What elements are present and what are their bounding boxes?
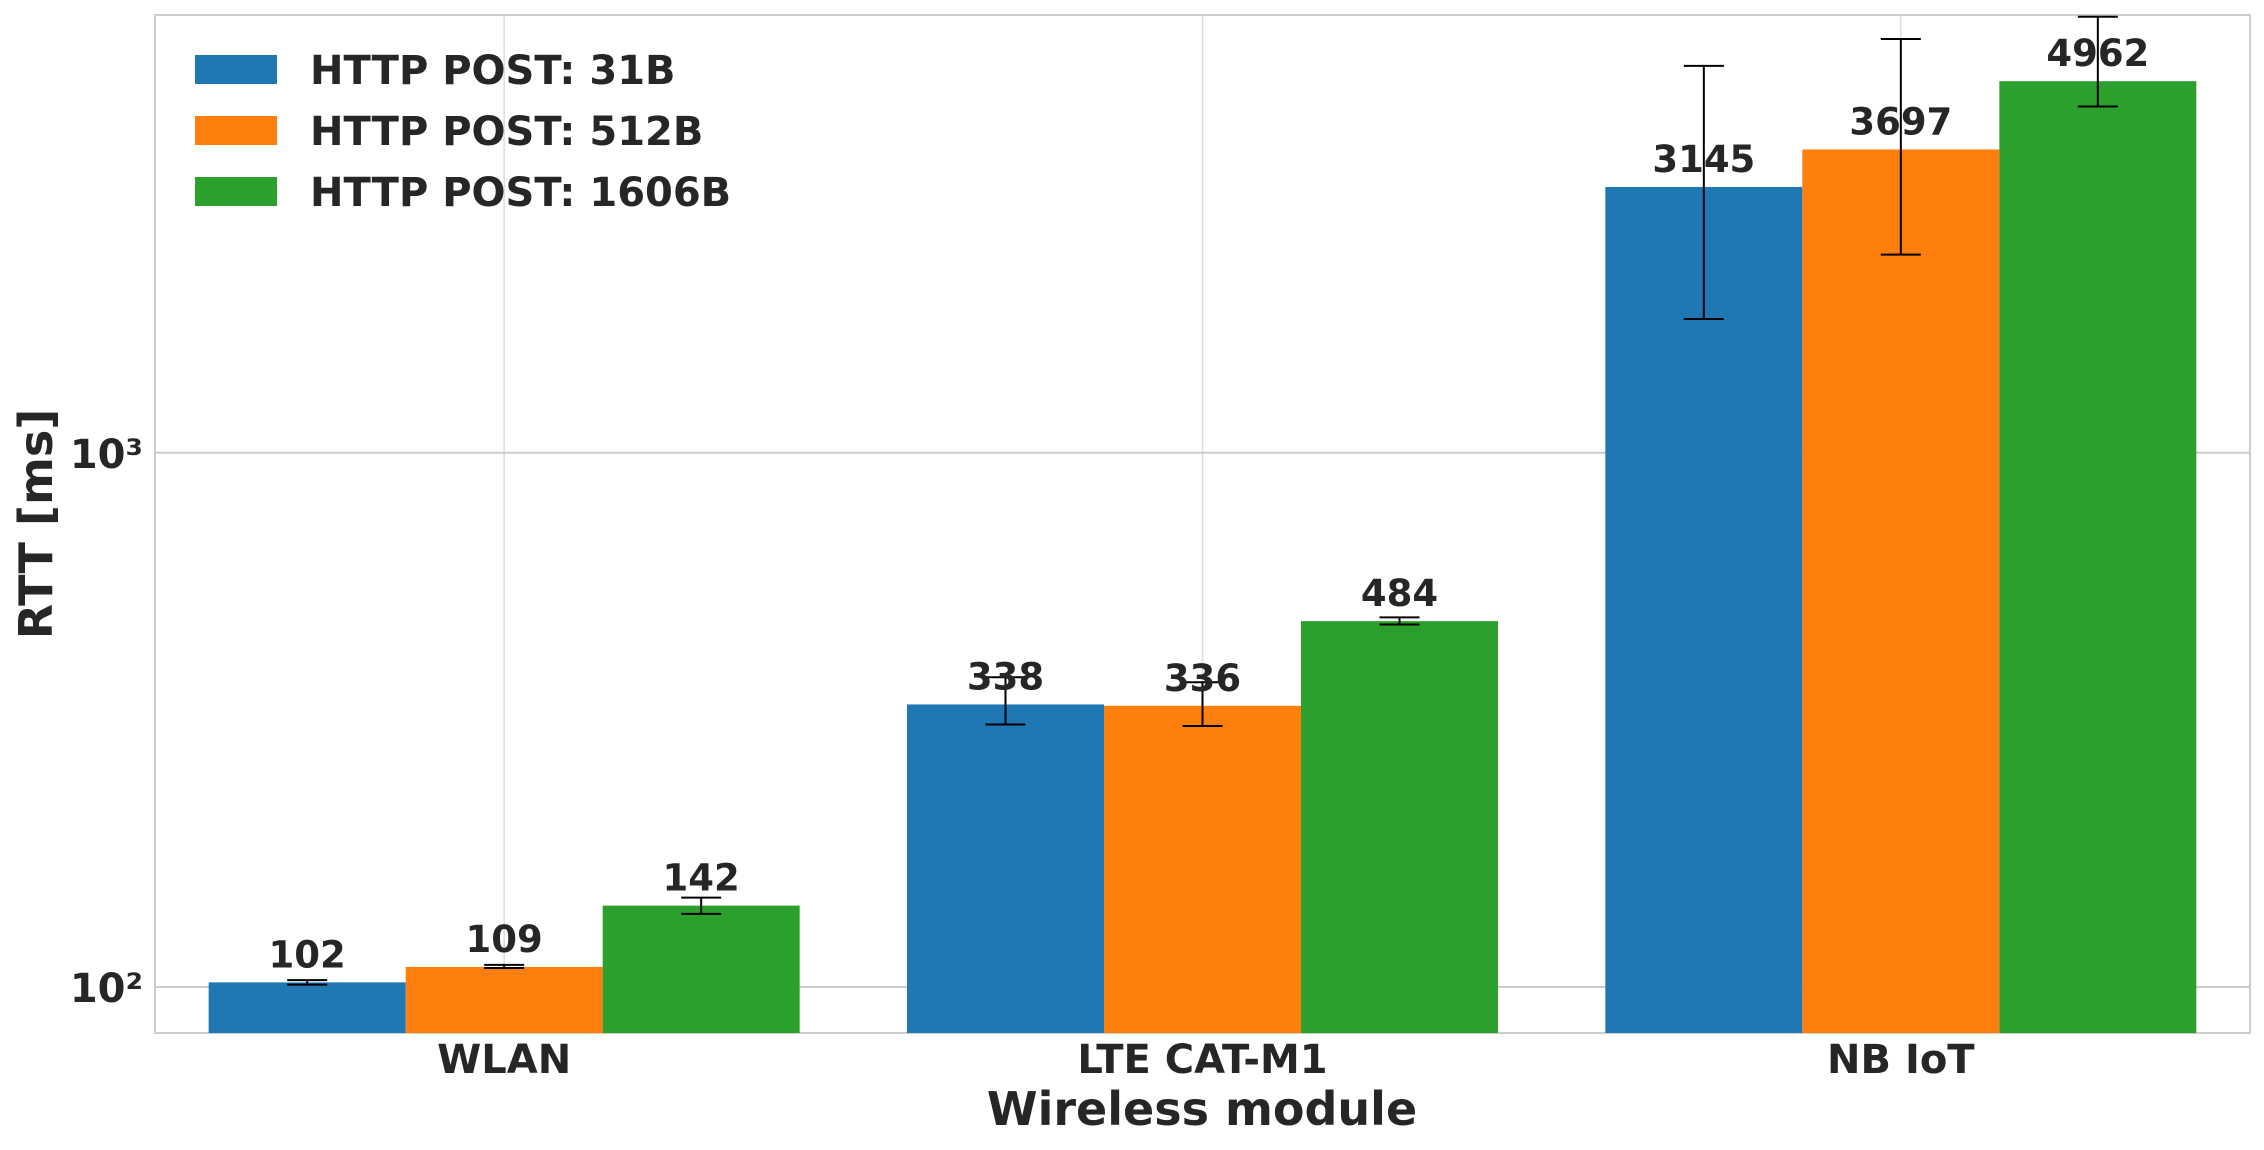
bar <box>1104 705 1301 1033</box>
tick-labels-group: WLAN LTE CAT-M1 NB IoT 10² 10³ <box>70 432 1976 1083</box>
bar <box>1999 81 2197 1034</box>
bar <box>1802 149 2000 1034</box>
data-label: 3145 <box>1652 138 1755 181</box>
y-axis-label: RTT [ms] <box>9 409 63 640</box>
legend: HTTP POST: 31B HTTP POST: 512B HTTP POST: … <box>195 48 731 216</box>
y-tick-label: 10³ <box>70 432 143 478</box>
data-label: 142 <box>663 857 740 900</box>
bar <box>1605 186 1803 1034</box>
y-tick-label: 10² <box>70 966 143 1012</box>
bar <box>602 905 800 1033</box>
error-bars-group <box>287 15 2118 986</box>
data-label: 484 <box>1361 572 1438 615</box>
bar <box>907 704 1104 1033</box>
legend-label: HTTP POST: 1606B <box>310 170 731 216</box>
legend-label: HTTP POST: 31B <box>310 48 676 94</box>
x-tick-label: LTE CAT-M1 <box>1077 1037 1327 1083</box>
legend-label: HTTP POST: 512B <box>310 109 703 155</box>
bar <box>405 966 603 1033</box>
data-label: 338 <box>967 655 1044 698</box>
bar <box>208 982 406 1033</box>
bar <box>1301 621 1498 1033</box>
legend-swatch <box>195 177 277 206</box>
data-label: 109 <box>466 918 543 961</box>
legend-swatch <box>195 55 277 84</box>
x-axis-label: Wireless module <box>987 1082 1417 1136</box>
data-label: 4962 <box>2046 32 2149 75</box>
bars-group <box>208 81 2197 1034</box>
x-tick-label: NB IoT <box>1827 1037 1975 1083</box>
data-label: 336 <box>1164 657 1241 700</box>
data-label: 3697 <box>1849 100 1952 143</box>
x-tick-label: WLAN <box>437 1037 571 1083</box>
data-label: 102 <box>269 933 346 976</box>
legend-swatch <box>195 116 277 145</box>
data-labels-group: 102 338 3145 109 336 3697 142 484 4962 <box>269 32 2150 976</box>
